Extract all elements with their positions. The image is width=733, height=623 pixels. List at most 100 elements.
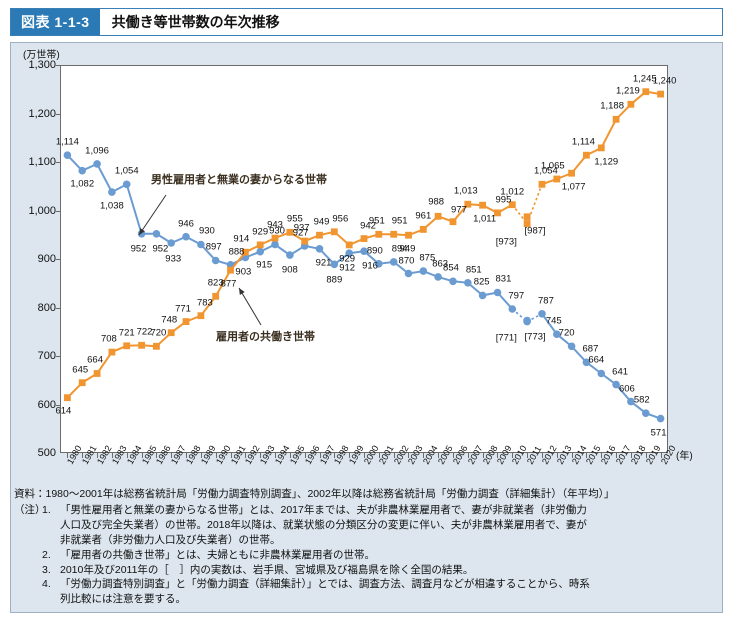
series-data-point	[212, 292, 220, 300]
series-data-point	[508, 201, 516, 209]
data-point-label: 664	[588, 354, 605, 366]
data-point-label: 721	[118, 327, 135, 339]
note-number: 3.	[42, 563, 51, 576]
x-axis-tick-mark	[156, 453, 158, 458]
chart-series-canvas	[63, 88, 665, 423]
note-item-3: 3. 2010年及び2011年の［ ］内の実数は、岩手県、宮城県及び福島県を除く…	[10, 563, 723, 578]
series-data-point	[360, 235, 368, 242]
x-axis-tick-mark	[541, 453, 543, 458]
x-axis-tick-mark	[230, 453, 232, 458]
series-data-point	[612, 380, 620, 389]
x-axis-tick-mark	[67, 453, 69, 458]
series-data-point	[375, 260, 383, 268]
note-source: 資料：1980～2001年は総務省統計局「労働力調査特別調査」、2002年以降は…	[14, 488, 615, 500]
data-point-label: 894	[391, 243, 408, 255]
series-data-point	[627, 397, 635, 406]
series-data-point	[627, 100, 635, 108]
data-point-label: 921	[315, 257, 332, 269]
series-data-point	[508, 305, 517, 313]
series-data-point	[271, 240, 279, 249]
x-axis-tick-mark	[660, 453, 662, 458]
data-point-label: 1,114	[571, 136, 595, 148]
note-line: 列比較には注意を要する。	[60, 593, 186, 606]
series-data-point	[256, 241, 264, 249]
y-axis-tick-mark	[56, 65, 61, 66]
data-point-label: 708	[100, 333, 117, 345]
series-data-point	[404, 269, 413, 278]
series-data-point	[93, 160, 101, 168]
x-axis-tick-mark	[319, 453, 321, 458]
data-point-label: 888	[228, 246, 245, 258]
data-point-label: 908	[281, 264, 298, 276]
data-point-label: 929	[252, 226, 269, 238]
series-data-point	[152, 230, 161, 238]
x-axis-tick-mark	[467, 453, 469, 458]
series-data-point	[597, 369, 606, 378]
data-point-label: 863	[432, 258, 449, 270]
note-label-spacer	[14, 577, 42, 607]
data-point-label: 930	[269, 225, 285, 237]
series-data-point	[315, 245, 324, 253]
figure-number-tag: 図表 1-1-3	[11, 9, 100, 35]
y-axis-tick-label: 1,300	[28, 59, 56, 71]
series-data-point	[78, 379, 86, 387]
data-point-label: 995	[495, 194, 512, 206]
series-data-point	[449, 277, 457, 286]
x-axis-tick-mark	[393, 453, 395, 458]
data-point-label: 949	[313, 216, 330, 228]
data-point-label: 1,054	[114, 165, 139, 177]
series-data-point	[389, 258, 398, 266]
annotation-male-employee-household: 男性雇用者と無業の妻からなる世帯	[151, 174, 327, 186]
data-point-label-bracketed: [771]	[495, 331, 517, 343]
data-point-label: 614	[55, 404, 72, 416]
x-axis-unit-label: (年)	[676, 451, 693, 462]
data-point-label: 823	[207, 277, 224, 289]
x-axis-tick-mark	[141, 453, 143, 458]
series-data-point	[256, 247, 264, 256]
note-item-4: 4. 「労働力調査特別調査」と「労働力調査（詳細集計）」とでは、調査方法、調査月…	[10, 577, 723, 607]
series-data-point	[197, 240, 205, 249]
x-axis-tick-mark	[200, 453, 202, 458]
series-data-point	[211, 256, 220, 265]
x-axis-tick-mark	[186, 453, 188, 458]
series-data-point	[63, 151, 72, 159]
series-data-point	[538, 180, 546, 188]
data-point-label: 1,245	[632, 72, 657, 84]
note-number: 4.	[42, 578, 51, 591]
series-data-point	[464, 279, 472, 287]
x-axis-tick-mark	[111, 453, 113, 458]
series-data-point	[138, 341, 145, 349]
plot-area	[60, 65, 668, 453]
x-axis-tick-mark	[423, 453, 425, 458]
x-axis-tick-mark	[586, 453, 588, 458]
x-axis-tick-mark	[571, 453, 573, 458]
series-data-point	[330, 228, 338, 236]
data-point-label: 851	[465, 264, 482, 275]
data-point-label: 571	[650, 426, 667, 438]
data-point-label: 877	[220, 278, 237, 290]
data-point-label: 890	[366, 245, 383, 257]
y-axis-tick-mark	[56, 307, 61, 309]
x-axis-tick-mark	[171, 453, 173, 458]
data-point-label: 951	[368, 215, 385, 227]
figure-title-bar: 図表 1-1-3 共働き等世帯数の年次推移	[10, 8, 723, 36]
series-data-point	[167, 239, 175, 247]
y-axis-tick-label: 800	[37, 301, 56, 314]
chart-panel: (万世帯) (年) 500 600 700 800 900 1,000 1,100 1,200…	[10, 42, 723, 613]
series-data-point	[583, 151, 590, 159]
series-data-point	[582, 358, 591, 367]
x-axis-tick-mark	[378, 453, 380, 458]
y-axis-tick-mark	[56, 162, 61, 163]
series-data-point	[64, 394, 71, 402]
x-axis-tick-mark	[364, 453, 365, 458]
series-data-point	[553, 175, 561, 183]
series-data-point	[434, 212, 442, 220]
data-point-label: 1,054	[534, 165, 558, 177]
data-point-label: 1,082	[70, 177, 95, 189]
series-data-point	[345, 249, 354, 257]
series-data-point	[612, 115, 620, 123]
series-data-point	[493, 288, 502, 297]
data-point-label: 937	[293, 222, 310, 234]
y-axis-tick-mark	[56, 113, 61, 115]
data-point-label: 946	[178, 217, 194, 229]
